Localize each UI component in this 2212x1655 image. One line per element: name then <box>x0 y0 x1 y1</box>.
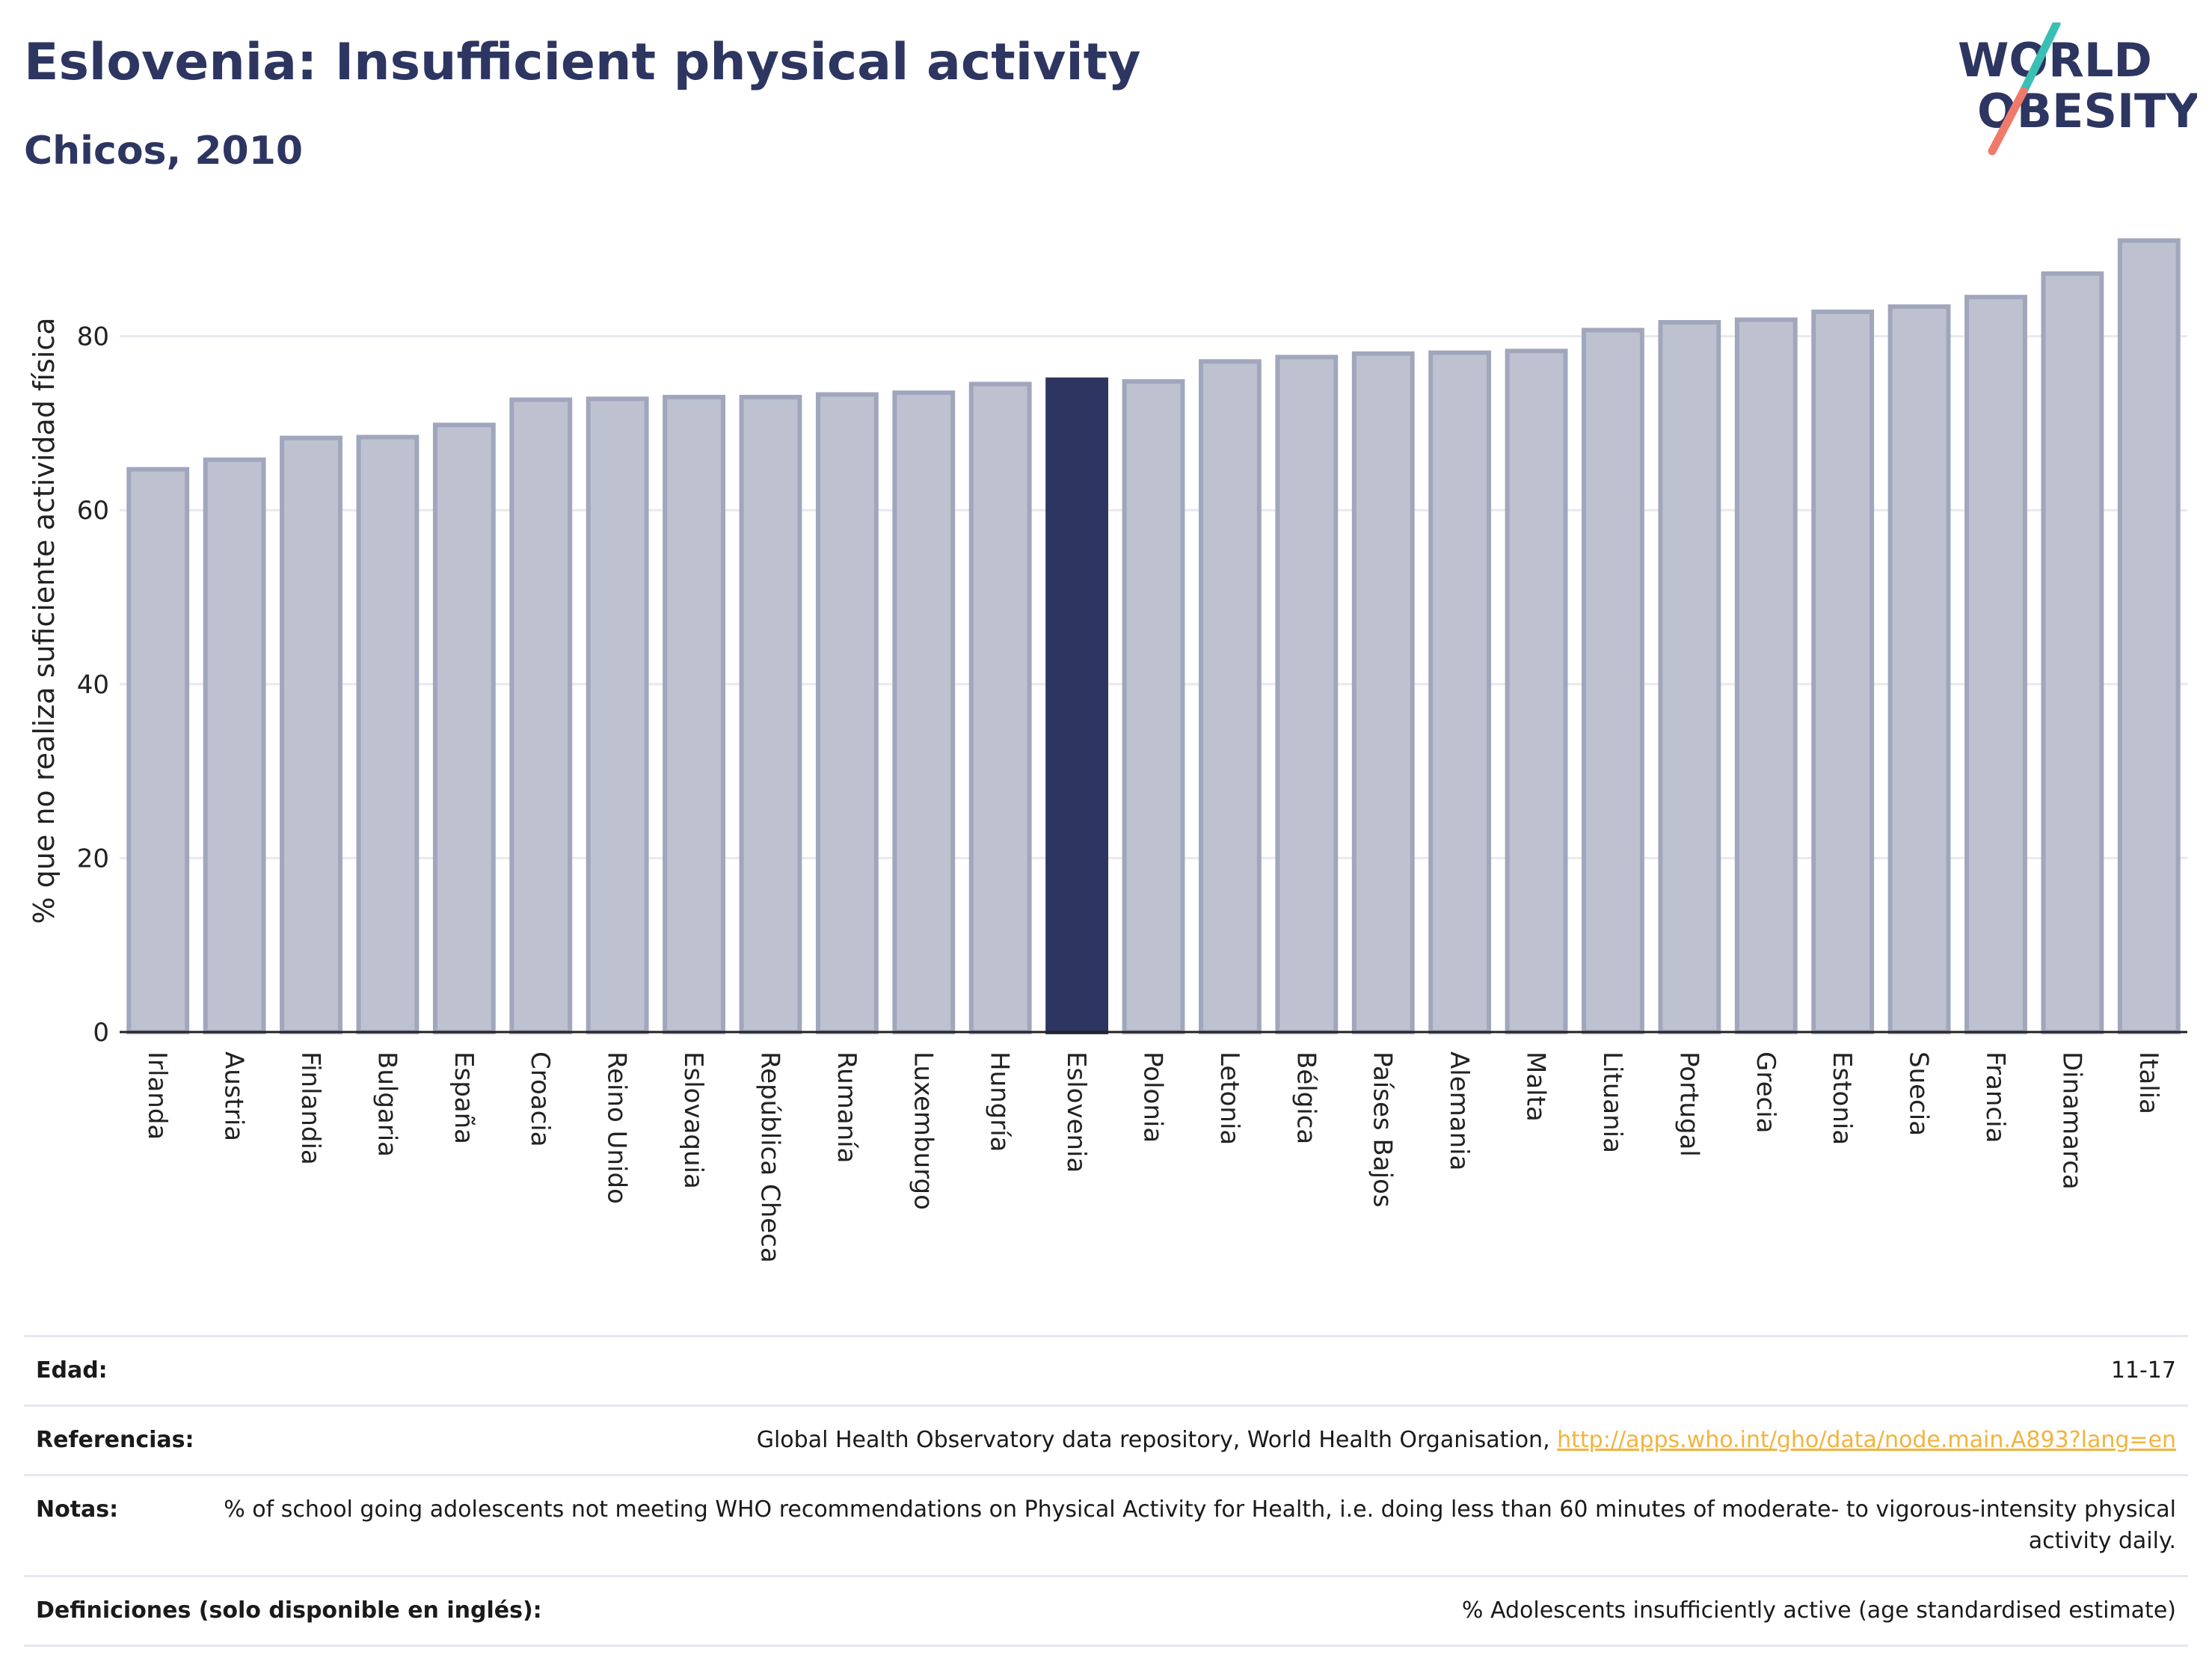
meta-value-text: Global Health Observatory data repositor… <box>756 1427 1558 1453</box>
meta-row: Edad: 11-17 <box>24 1335 2188 1404</box>
x-tick-label: República Checa <box>755 1051 784 1263</box>
bar-hungría <box>968 381 1032 1035</box>
meta-label: Definiciones (solo disponible en inglés)… <box>36 1597 542 1624</box>
x-tick-label: Croacia <box>525 1051 555 1147</box>
bar-italia <box>2117 238 2181 1034</box>
meta-value-text: 11-17 <box>2110 1357 2176 1384</box>
y-tick-label: 20 <box>77 844 109 873</box>
x-tick-label: Malta <box>1521 1051 1551 1122</box>
x-tick-label: Rumanía <box>832 1051 861 1163</box>
bar-malta <box>1505 348 1568 1034</box>
x-tick-label: Bulgaria <box>372 1051 402 1157</box>
y-tick-label: 80 <box>77 322 109 352</box>
x-tick-label: Estonia <box>1827 1051 1857 1145</box>
bar-portugal <box>1658 319 1721 1034</box>
x-tick-label: Bélgica <box>1291 1051 1321 1144</box>
bar-irlanda <box>126 467 190 1034</box>
chart-subtitle: Chicos, 2010 <box>24 129 304 174</box>
x-tick-label: Dinamarca <box>2056 1051 2086 1190</box>
x-tick-label: Francia <box>1980 1051 2010 1143</box>
x-tick-label: Portugal <box>1674 1051 1703 1157</box>
x-tick-label: Países Bajos <box>1368 1051 1398 1208</box>
bar-república-checa <box>739 394 802 1034</box>
logo-slash-teal <box>2019 22 2061 96</box>
x-tick-label: Luxemburgo <box>908 1051 938 1210</box>
y-tick-label: 0 <box>93 1018 109 1048</box>
bar-croacia <box>509 397 573 1034</box>
x-tick-label: Grecia <box>1751 1051 1781 1133</box>
meta-label: Referencias: <box>36 1427 194 1453</box>
bar-dinamarca <box>2041 271 2104 1034</box>
x-tick-label: Eslovaquia <box>678 1051 708 1189</box>
bar-chart: 0 20 40 60 80 Irlanda Austria Finlandia Bulgaria… <box>28 238 2187 1263</box>
bar-finlandia <box>280 435 342 1034</box>
bar-polonia <box>1122 379 1185 1035</box>
x-tick-label: Irlanda <box>142 1051 172 1140</box>
bar-estonia <box>1811 310 1875 1034</box>
bar-eslovenia <box>1045 377 1109 1034</box>
bar-austria <box>203 457 266 1034</box>
bar-reino-unido <box>586 396 649 1035</box>
chart-title: Eslovenia: Insufficient physical activit… <box>24 33 1141 92</box>
bar-rumanía <box>815 392 879 1034</box>
x-tick-label: Polonia <box>1138 1051 1168 1143</box>
bar-francia <box>1964 295 2027 1034</box>
logo-slash-coral <box>1988 87 2028 156</box>
world-obesity-logo: WORLD OBESITY <box>1958 22 2197 156</box>
meta-row: Definiciones (solo disponible en inglés)… <box>24 1575 2188 1647</box>
meta-value: 11-17 <box>2111 1355 2176 1387</box>
x-tick-label: Eslovenia <box>1061 1051 1091 1173</box>
bar-luxemburgo <box>892 390 956 1035</box>
bar-grecia <box>1734 317 1798 1034</box>
bar-españa <box>432 423 496 1034</box>
y-tick-label: 40 <box>77 670 109 700</box>
bar-lituania <box>1582 328 1644 1035</box>
x-tick-label: Austria <box>219 1051 249 1141</box>
meta-value: % of school going adolescents not meetin… <box>163 1494 2176 1557</box>
x-tick-label: Italia <box>2133 1051 2163 1114</box>
y-axis-label: % que no realiza suficiente actividad fí… <box>28 318 61 924</box>
x-tick-label: Lituania <box>1597 1051 1627 1153</box>
x-tick-label: Alemania <box>1444 1051 1474 1170</box>
y-tick-label: 60 <box>77 496 109 526</box>
reference-link[interactable]: http://apps.who.int/gho/data/node.main.A… <box>1557 1427 2176 1453</box>
bar-eslovaquia <box>663 394 725 1034</box>
x-tick-label: Reino Unido <box>602 1051 632 1204</box>
logo-line-1: WORLD <box>1958 33 2152 87</box>
meta-value: Global Health Observatory data repositor… <box>757 1425 2176 1456</box>
meta-row: Referencias: Global Health Observatory da… <box>24 1404 2188 1474</box>
bar-suecia <box>1887 304 1951 1035</box>
metadata-table: Edad: 11-17 Referencias: Global Health Obse… <box>24 1335 2188 1647</box>
x-tick-label: España <box>449 1051 479 1144</box>
bar-países-bajos <box>1351 351 1415 1034</box>
meta-row: Notas: % of school going adolescents not … <box>24 1474 2188 1575</box>
x-tick-label: Suecia <box>1904 1051 1934 1136</box>
x-tick-label: Finlandia <box>295 1051 325 1165</box>
meta-value-text: % Adolescents insufficiently active (age… <box>1461 1597 2176 1624</box>
meta-value: % Adolescents insufficiently active (age… <box>1462 1595 2176 1627</box>
bar-alemania <box>1428 350 1492 1035</box>
bar-bélgica <box>1275 354 1339 1034</box>
bar-letonia <box>1198 359 1262 1035</box>
x-tick-label: Letonia <box>1214 1051 1244 1145</box>
meta-label: Edad: <box>36 1357 108 1384</box>
x-tick-label: Hungría <box>985 1051 1015 1152</box>
meta-label: Notas: <box>36 1496 119 1523</box>
meta-value-text: % of school going adolescents not meetin… <box>224 1496 2176 1554</box>
bar-bulgaria <box>356 435 420 1034</box>
